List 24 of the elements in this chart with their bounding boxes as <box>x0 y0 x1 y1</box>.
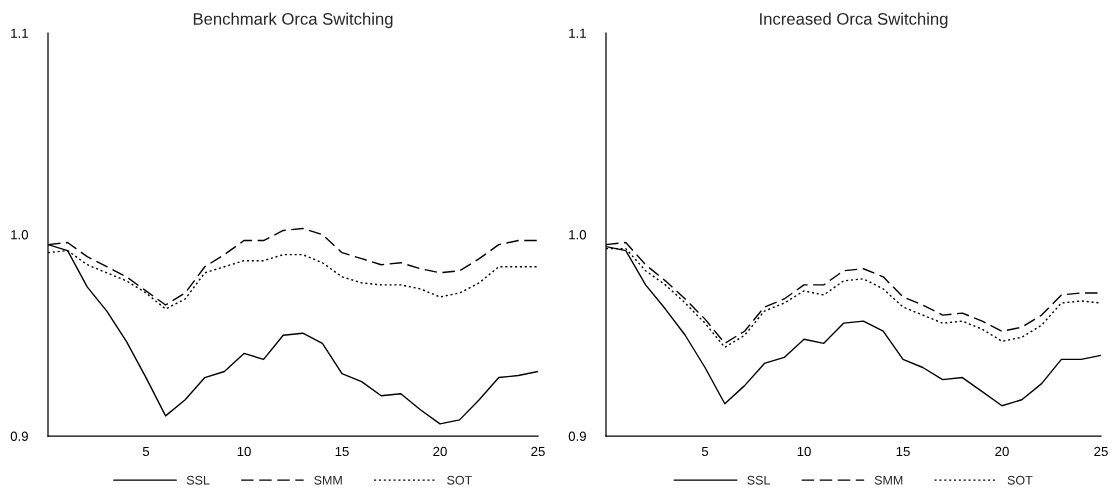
chart-title: Increased Orca Switching <box>760 12 948 29</box>
y-tick-label: 1.0 <box>11 230 29 240</box>
y-tick-label: 0.9 <box>10 431 28 441</box>
legend-label: SSL <box>747 475 770 485</box>
x-tick-label: 25 <box>531 446 545 457</box>
x-tick-label: 5 <box>701 446 709 457</box>
x-tick-label: 10 <box>237 446 251 457</box>
y-tick-label: 1.1 <box>569 28 586 38</box>
x-tick-label: 15 <box>896 446 910 457</box>
y-tick-label: 1.0 <box>569 230 587 240</box>
legend-label: SMM <box>874 475 903 485</box>
legend-label: SMM <box>314 475 342 485</box>
legend-label: SOT <box>447 475 472 485</box>
x-tick-label: 5 <box>142 446 150 457</box>
chart-title: Benchmark Orca Switching <box>193 12 393 29</box>
y-tick-label: 1.1 <box>11 28 28 38</box>
y-tick-label: 0.9 <box>568 431 586 441</box>
legend-label: SSL <box>186 475 210 485</box>
x-tick-label: 10 <box>797 446 811 457</box>
x-tick-label: 25 <box>1094 446 1108 457</box>
x-tick-label: 20 <box>995 446 1009 457</box>
legend-label: SOT <box>1007 475 1033 485</box>
x-tick-label: 20 <box>433 446 447 457</box>
x-tick-label: 15 <box>335 446 349 457</box>
